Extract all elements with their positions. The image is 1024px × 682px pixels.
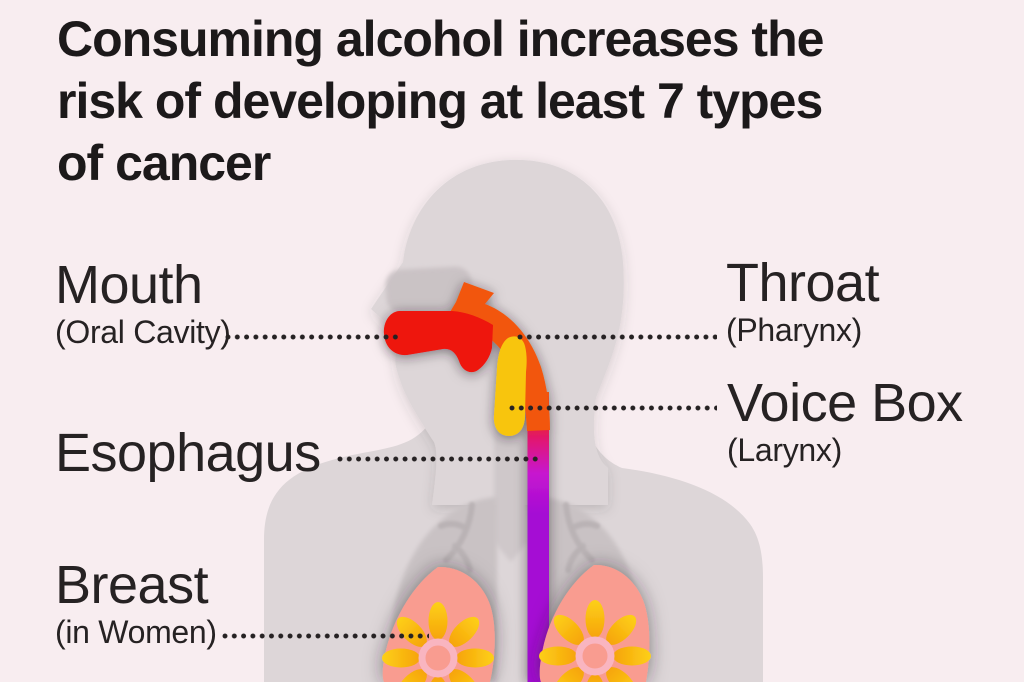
leader-line-esophagus	[337, 456, 542, 462]
bronchial-branches	[438, 502, 600, 573]
label-mouth-name: Mouth	[55, 255, 203, 315]
leader-line-mouth	[225, 334, 398, 340]
label-esophagus: Esophagus	[55, 424, 321, 482]
label-mouth: Mouth (Oral Cavity)	[55, 256, 231, 351]
duct-flower-left	[382, 602, 494, 682]
label-throat: Throat (Pharynx)	[726, 253, 880, 349]
duct-flower-right	[539, 600, 651, 682]
label-breast-name: Breast	[55, 555, 209, 615]
trachea-shape	[494, 430, 527, 562]
label-throat-sub: (Pharynx)	[726, 312, 863, 348]
leader-line-voice-box	[509, 405, 717, 411]
larynx-shape	[493, 336, 527, 436]
label-breast-sub: (in Women)	[55, 614, 217, 650]
label-voice-box-sub: (Larynx)	[727, 432, 842, 468]
leader-line-throat	[517, 334, 717, 340]
label-breast: Breast (in Women)	[55, 556, 217, 651]
esophagus-tube	[527, 392, 549, 682]
page-title: Consuming alcohol increases the risk of …	[57, 11, 824, 191]
label-voice-box: Voice Box (Larynx)	[727, 374, 963, 469]
leader-line-breast	[222, 633, 429, 639]
label-voice-box-name: Voice Box	[727, 373, 963, 433]
mouth-tongue-shape	[383, 311, 493, 373]
palate-shape	[385, 266, 473, 314]
label-mouth-sub: (Oral Cavity)	[55, 314, 231, 350]
label-esophagus-name: Esophagus	[55, 423, 321, 483]
label-throat-name: Throat	[726, 253, 880, 313]
